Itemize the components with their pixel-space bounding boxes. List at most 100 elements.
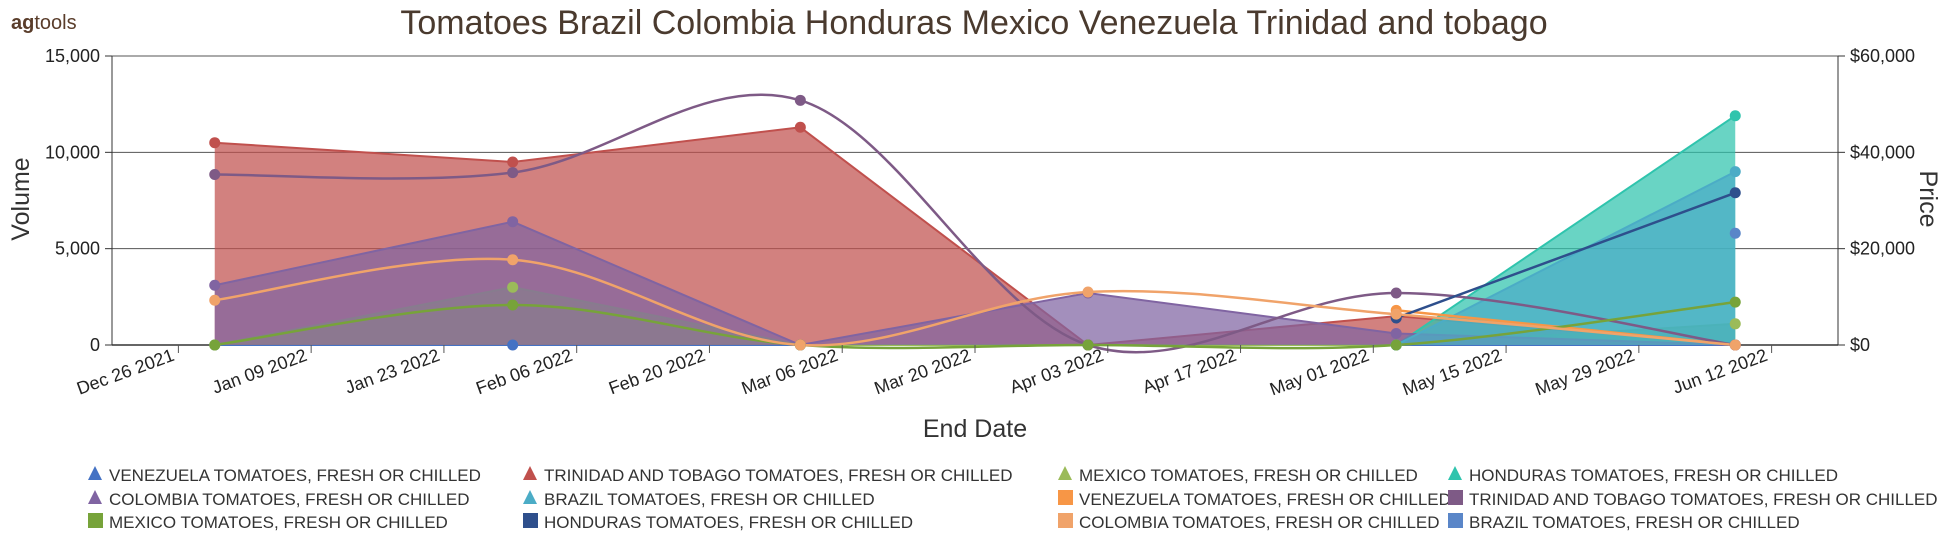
- y-tick-label-right: $0: [1850, 335, 1870, 355]
- legend-square-marker: [88, 513, 103, 528]
- volume-point[interactable]: [1729, 318, 1741, 330]
- price-point[interactable]: [1729, 227, 1741, 239]
- legend-triangle-marker: [523, 490, 537, 504]
- y-axis-title-left: Volume: [7, 157, 35, 240]
- legend-item-trinidad-and-tobago-tomatoes-fresh-or-chilled[interactable]: TRINIDAD AND TOBAGO TOMATOES, FRESH OR C…: [1448, 490, 1938, 509]
- legend-item-venezuela-tomatoes-fresh-or-chilled[interactable]: VENEZUELA TOMATOES, FRESH OR CHILLED: [1058, 490, 1451, 509]
- x-tick-label: May 15 2022: [1400, 345, 1505, 399]
- legend-item-colombia-tomatoes-fresh-or-chilled[interactable]: COLOMBIA TOMATOES, FRESH OR CHILLED: [88, 490, 470, 509]
- x-tick-label: Apr 17 2022: [1140, 345, 1239, 397]
- brand-prefix: ag: [11, 12, 34, 34]
- price-point[interactable]: [1082, 339, 1094, 351]
- price-point[interactable]: [507, 299, 519, 311]
- price-point[interactable]: [1082, 286, 1094, 298]
- price-point[interactable]: [1729, 187, 1741, 199]
- volume-point[interactable]: [507, 339, 519, 351]
- legend-item-brazil-tomatoes-fresh-or-chilled[interactable]: BRAZIL TOMATOES, FRESH OR CHILLED: [523, 490, 875, 509]
- volume-point[interactable]: [507, 281, 519, 293]
- price-point[interactable]: [1729, 339, 1741, 351]
- legend-label: COLOMBIA TOMATOES, FRESH OR CHILLED: [1079, 513, 1440, 532]
- brand-suffix: tools: [34, 12, 76, 34]
- volume-point[interactable]: [1729, 166, 1741, 178]
- legend-triangle-marker: [88, 466, 102, 480]
- volume-areas: [214, 114, 1736, 347]
- volume-area-honduras-tomatoes-fresh-or-chilled-outline: [1395, 114, 1736, 346]
- legend-square-marker: [1448, 490, 1463, 505]
- legend-label: COLOMBIA TOMATOES, FRESH OR CHILLED: [109, 490, 470, 509]
- price-point[interactable]: [209, 168, 221, 180]
- volume-point[interactable]: [507, 216, 519, 228]
- y-axis-title-right: Price: [1914, 171, 1942, 228]
- legend-square-marker: [1448, 513, 1463, 528]
- legend-triangle-marker: [1448, 466, 1462, 480]
- y-tick-label-left: 5,000: [55, 239, 100, 259]
- legend-item-brazil-tomatoes-fresh-or-chilled[interactable]: BRAZIL TOMATOES, FRESH OR CHILLED: [1448, 513, 1800, 532]
- price-point[interactable]: [1390, 339, 1402, 351]
- x-tick-label: Feb 06 2022: [473, 345, 575, 398]
- price-point[interactable]: [507, 167, 519, 179]
- x-tick-label: Jan 09 2022: [210, 345, 310, 398]
- price-point[interactable]: [507, 254, 519, 266]
- price-line-mexico-tomatoes-fresh-or-chilled: [214, 300, 1736, 350]
- legend-item-mexico-tomatoes-fresh-or-chilled[interactable]: MEXICO TOMATOES, FRESH OR CHILLED: [88, 513, 448, 532]
- x-tick-label: Apr 03 2022: [1007, 345, 1106, 397]
- y-tick-label-left: 15,000: [45, 46, 100, 66]
- legend-label: MEXICO TOMATOES, FRESH OR CHILLED: [1079, 466, 1418, 485]
- legend-label: HONDURAS TOMATOES, FRESH OR CHILLED: [1469, 466, 1838, 485]
- x-tick-label: Mar 06 2022: [739, 345, 841, 398]
- chart-title: Tomatoes Brazil Colombia Honduras Mexico…: [400, 4, 1547, 42]
- legend-item-colombia-tomatoes-fresh-or-chilled[interactable]: COLOMBIA TOMATOES, FRESH OR CHILLED: [1058, 513, 1440, 532]
- legend-label: TRINIDAD AND TOBAGO TOMATOES, FRESH OR C…: [1469, 490, 1938, 509]
- brand-logo: agtools: [11, 12, 77, 34]
- y-tick-label-left: 0: [90, 335, 100, 355]
- legend-triangle-marker: [1058, 466, 1072, 480]
- price-point[interactable]: [209, 294, 221, 306]
- price-point[interactable]: [209, 339, 221, 351]
- price-line-trinidad-and-tobago-tomatoes-fresh-or-chilled: [214, 93, 1736, 354]
- volume-point[interactable]: [1390, 327, 1402, 339]
- legend-label: MEXICO TOMATOES, FRESH OR CHILLED: [109, 513, 448, 532]
- legend-square-marker: [1058, 490, 1073, 505]
- x-axis-title: End Date: [923, 415, 1027, 443]
- legend-label: VENEZUELA TOMATOES, FRESH OR CHILLED: [1079, 490, 1451, 509]
- legend-triangle-marker: [88, 490, 102, 504]
- legend-label: VENEZUELA TOMATOES, FRESH OR CHILLED: [109, 466, 481, 485]
- data-points: [209, 94, 1741, 351]
- legend-label: BRAZIL TOMATOES, FRESH OR CHILLED: [544, 490, 875, 509]
- y-tick-label-right: $60,000: [1850, 46, 1915, 66]
- y-tick-label-right: $20,000: [1850, 239, 1915, 259]
- price-point[interactable]: [794, 339, 806, 351]
- legend-label: TRINIDAD AND TOBAGO TOMATOES, FRESH OR C…: [544, 466, 1013, 485]
- volume-area-colombia-tomatoes-fresh-or-chilled: [214, 221, 1736, 345]
- price-point[interactable]: [1390, 308, 1402, 320]
- x-tick-label: Mar 20 2022: [872, 345, 974, 398]
- legend-item-venezuela-tomatoes-fresh-or-chilled[interactable]: VENEZUELA TOMATOES, FRESH OR CHILLED: [88, 466, 481, 485]
- price-lines: [214, 93, 1736, 354]
- price-line-honduras-tomatoes-fresh-or-chilled: [1395, 191, 1736, 320]
- price-point[interactable]: [1390, 287, 1402, 299]
- y-tick-label-right: $40,000: [1850, 142, 1915, 162]
- y-tick-label-left: 10,000: [45, 142, 100, 162]
- legend-label: HONDURAS TOMATOES, FRESH OR CHILLED: [544, 513, 913, 532]
- price-line-colombia-tomatoes-fresh-or-chilled: [214, 257, 1736, 347]
- legend-item-trinidad-and-tobago-tomatoes-fresh-or-chilled[interactable]: TRINIDAD AND TOBAGO TOMATOES, FRESH OR C…: [523, 466, 1013, 485]
- legend-item-mexico-tomatoes-fresh-or-chilled[interactable]: MEXICO TOMATOES, FRESH OR CHILLED: [1058, 466, 1418, 485]
- price-point[interactable]: [794, 94, 806, 106]
- x-tick-label: May 29 2022: [1533, 345, 1638, 399]
- x-tick-label: Jan 23 2022: [342, 345, 442, 398]
- volume-point[interactable]: [507, 156, 519, 168]
- price-point[interactable]: [1729, 296, 1741, 308]
- volume-point[interactable]: [209, 279, 221, 291]
- legend-triangle-marker: [523, 466, 537, 480]
- legend-label: BRAZIL TOMATOES, FRESH OR CHILLED: [1469, 513, 1800, 532]
- x-tick-label: Feb 20 2022: [606, 345, 708, 398]
- volume-point[interactable]: [1729, 110, 1741, 122]
- legend-square-marker: [1058, 513, 1073, 528]
- legend-item-honduras-tomatoes-fresh-or-chilled[interactable]: HONDURAS TOMATOES, FRESH OR CHILLED: [523, 513, 913, 532]
- volume-point[interactable]: [794, 121, 806, 133]
- x-tick-label: Jun 12 2022: [1670, 345, 1770, 398]
- x-tick-label: May 01 2022: [1267, 345, 1372, 399]
- volume-point[interactable]: [209, 137, 221, 149]
- legend-item-honduras-tomatoes-fresh-or-chilled[interactable]: HONDURAS TOMATOES, FRESH OR CHILLED: [1448, 466, 1838, 485]
